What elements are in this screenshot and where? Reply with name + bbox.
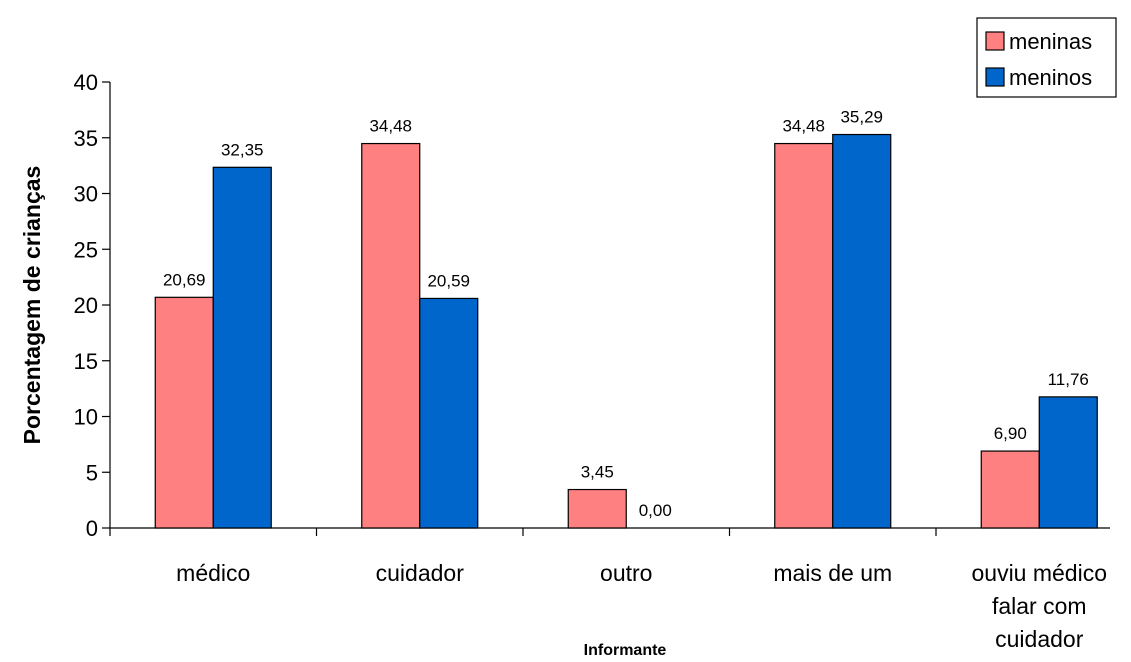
y-tick-label: 10	[74, 405, 98, 430]
y-tick-label: 5	[86, 460, 98, 485]
data-label-meninas: 3,45	[581, 463, 614, 482]
y-tick-label: 25	[74, 237, 98, 262]
category-label: ouviu médico falar com cuidador	[971, 560, 1107, 652]
data-labels: 20,69 32,35 34,48 20,59 3,45 0,00 34,48 35,29 6,…	[163, 108, 1089, 520]
data-label-meninas: 34,48	[782, 117, 825, 136]
y-tick-label: 40	[74, 70, 98, 95]
data-label-meninas: 34,48	[369, 117, 412, 136]
legend-label-meninos: meninos	[1009, 65, 1092, 90]
bar-meninas	[361, 142, 421, 529]
y-tick-label: 15	[74, 349, 98, 374]
legend-label-meninas: meninas	[1009, 29, 1092, 54]
category-label: mais de um	[773, 560, 892, 586]
category-label: outro	[600, 560, 652, 586]
y-axis: 0 5 10 15 20 25 30 35 40	[74, 70, 111, 541]
category-label: médico	[176, 560, 250, 586]
y-tick-label: 35	[74, 126, 98, 151]
x-axis: médico cuidador outro mais de um ouviu médic…	[109, 527, 1110, 652]
bar-meninas	[980, 450, 1040, 529]
bar-meninas	[774, 142, 834, 529]
y-axis-title: Porcentagem de crianças	[19, 166, 45, 445]
legend-swatch-meninos	[985, 67, 1005, 87]
y-tick-label: 30	[74, 182, 98, 207]
data-label-meninos: 0,00	[639, 501, 672, 520]
bar-meninas	[154, 296, 214, 529]
data-label-meninos: 20,59	[427, 271, 470, 290]
legend: meninas meninos	[976, 17, 1117, 98]
data-label-meninos: 35,29	[840, 108, 883, 127]
data-label-meninos: 11,76	[1048, 370, 1089, 389]
bar-meninos	[832, 133, 892, 529]
bar-meninas	[567, 488, 627, 529]
x-axis-title: Informante	[584, 642, 667, 659]
legend-swatch-meninas	[985, 31, 1005, 51]
data-label-meninas: 20,69	[163, 270, 206, 289]
category-label: cuidador	[376, 560, 465, 586]
bars	[154, 133, 1098, 529]
data-label-meninas: 6,90	[994, 424, 1027, 443]
bar-meninos	[1038, 396, 1098, 529]
y-tick-label: 20	[74, 293, 98, 318]
y-tick-label: 0	[86, 516, 98, 541]
bar-meninos	[212, 166, 272, 529]
bar-meninos	[419, 297, 479, 529]
data-label-meninos: 32,35	[221, 140, 264, 159]
